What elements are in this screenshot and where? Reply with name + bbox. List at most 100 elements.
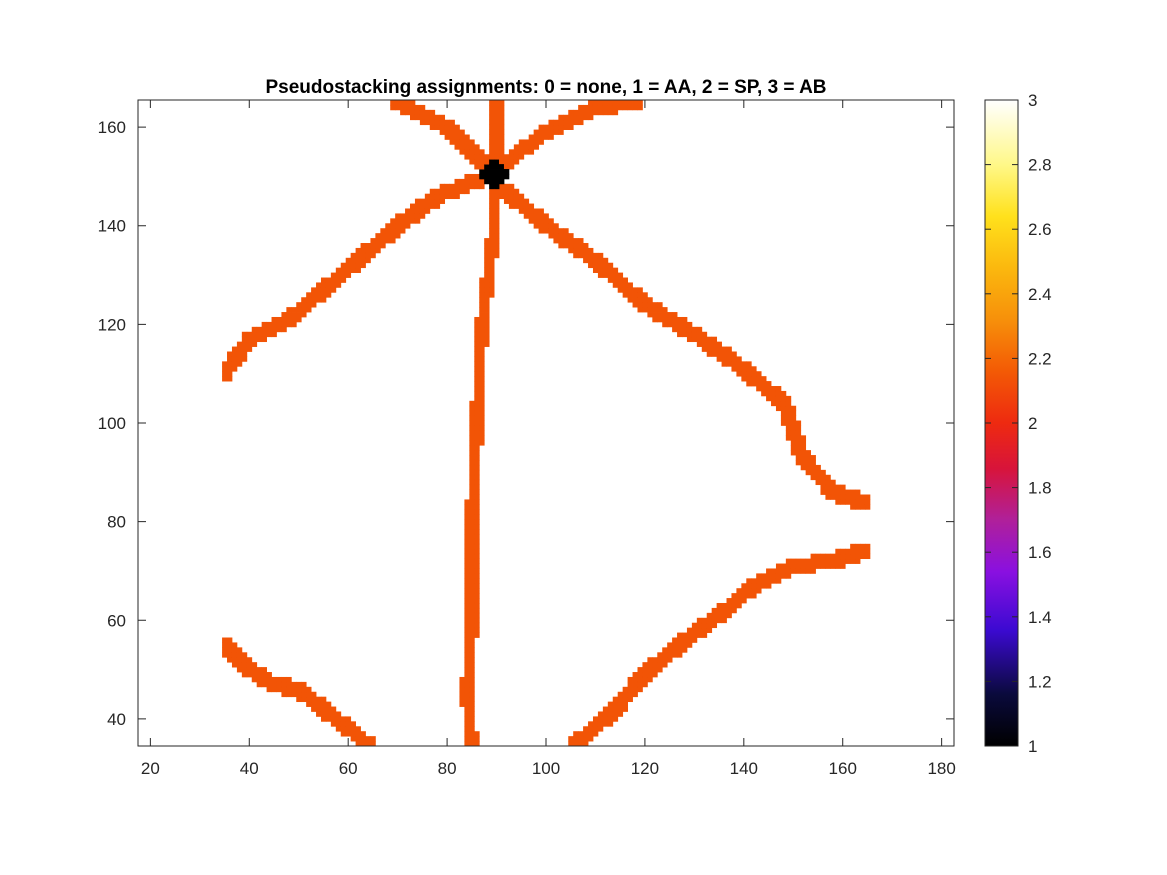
heatmap-cell-sp [469,420,475,426]
heatmap-cell-sp [494,223,500,229]
heatmap-cell-sp [499,149,505,155]
heatmap-cell-sp [489,218,495,224]
heatmap-cell-sp [499,144,505,150]
heatmap-cell-sp [474,445,480,451]
heatmap-cell-sp [627,696,633,703]
heatmap-cell-sp [622,277,628,283]
heatmap-cell-sp [568,233,574,239]
heatmap-cell-sp [538,129,544,135]
heatmap-cell-sp [320,696,327,703]
heatmap-cell-sp [568,119,574,126]
heatmap-cell-sp [444,134,450,140]
heatmap-cell-sp [864,494,871,500]
heatmap-cell-sp [518,154,525,160]
heatmap-cell-sp [855,504,861,510]
heatmap-cell-sp [662,312,668,318]
heatmap-cell-sp [602,262,609,269]
heatmap-cell-sp [449,193,455,200]
heatmap-cell-sp [390,100,396,106]
heatmap-cell-sp [657,657,663,663]
heatmap-cell-sp [691,336,698,343]
heatmap-cell-sp [588,109,594,116]
heatmap-cell-sp [503,164,510,170]
heatmap-cell-sp [325,711,332,717]
heatmap-cell-sp [706,617,713,624]
heatmap-cell-sp [474,351,480,357]
heatmap-cell-sp [800,558,807,564]
heatmap-cell-sp [474,731,480,737]
heatmap-cell-sp [424,193,431,200]
heatmap-cell-sp [246,331,253,338]
heatmap-cell-sp [766,568,772,574]
heatmap-cell-sp [790,568,797,574]
heatmap-cell-sp [330,716,337,722]
heatmap-cell-sp [494,154,500,160]
heatmap-cell-sp [469,435,475,441]
heatmap-cell-sp [499,109,505,116]
heatmap-cell-sp [573,252,579,259]
heatmap-cell-sp [469,173,475,180]
heatmap-cell-sp [479,371,485,377]
heatmap-cell-sp [330,272,337,278]
heatmap-cell-sp [301,312,307,318]
heatmap-cell-sp [469,583,475,589]
heatmap-cell-sp [543,223,549,229]
heatmap-cell-sp [543,213,549,219]
heatmap-cell-sp [231,652,238,658]
heatmap-cell-sp [731,366,737,372]
heatmap-cell-sp [484,287,490,293]
heatmap-cell-sp [622,706,628,712]
heatmap-cell-sp [355,267,361,273]
heatmap-cell-sp [573,736,579,742]
heatmap-cell-sp [558,114,564,121]
heatmap-cell-sp [711,351,718,357]
heatmap-cell-sp [662,662,668,668]
heatmap-cell-sp [543,134,549,140]
heatmap-cell-sp [395,218,401,224]
heatmap-cell-sp [860,553,866,560]
heatmap-cell-sp [474,494,480,500]
heatmap-cell-sp [800,455,807,461]
heatmap-cell-sp [746,371,752,377]
heatmap-cell-sp [311,287,317,293]
heatmap-cell-sp [479,164,485,170]
heatmap-cell-sp [464,149,470,155]
heatmap-cell-sp [469,440,475,446]
heatmap-cell-sp [340,731,347,737]
heatmap-cell-sp [731,593,737,599]
heatmap-cell-sp [469,469,475,476]
heatmap-cell-sp [286,686,292,693]
heatmap-cell-sp [632,297,638,303]
heatmap-cell-sp [296,696,302,703]
heatmap-cell-sp [583,741,589,746]
heatmap-cell-sp [464,726,470,732]
heatmap-cell-sp [573,114,579,121]
heatmap-cell-sp [746,578,752,584]
heatmap-cell-sp [642,662,648,668]
heatmap-cell-sp [588,262,594,269]
heatmap-cell-sp [474,371,480,377]
heatmap-cell-sp [766,390,772,397]
heatmap-cell-sp [340,721,347,727]
heatmap-cell-sp [316,696,322,703]
heatmap-cell-sp [790,430,797,436]
heatmap-cell-sp [365,247,371,254]
heatmap-cell-sp [494,247,500,254]
heatmap-cell-sp [424,208,431,214]
heatmap-cell-sp [301,691,307,698]
heatmap-cell-sp [311,691,317,698]
heatmap-cell-sp [489,213,495,219]
heatmap-cell-sp [464,607,470,614]
heatmap-cell-sp [484,297,490,303]
heatmap-cell-sp [771,573,777,579]
heatmap-cell-sp [533,218,539,224]
heatmap-cell-sp [494,228,500,234]
heatmap-cell-sp [617,711,624,717]
heatmap-cell-sp [632,672,638,678]
heatmap-cell-sp [424,198,431,204]
heatmap-cell-sp [583,257,589,264]
heatmap-cell-sp [479,297,485,303]
heatmap-cell-sp [850,558,856,564]
heatmap-cell-sp [612,104,619,111]
heatmap-cell-sp [311,302,317,308]
